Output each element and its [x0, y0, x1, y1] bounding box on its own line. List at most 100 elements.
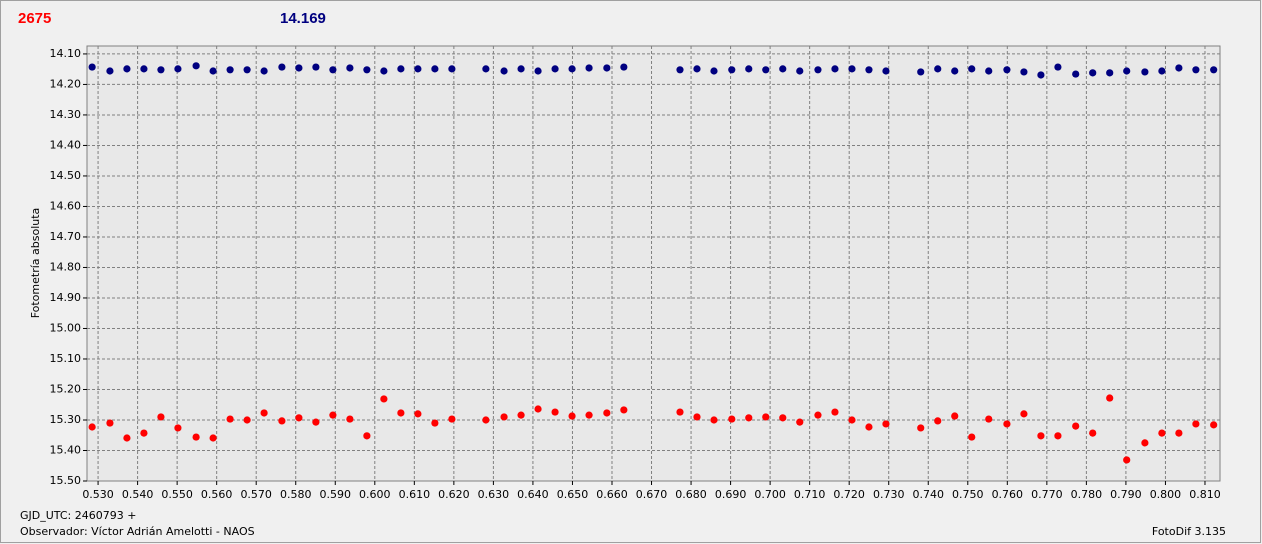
x-tick-label: 0.790 [1110, 488, 1142, 501]
software: FotoDif 3.135 [1152, 525, 1226, 538]
x-axis-label: GJD_UTC: 2460793 + [20, 509, 136, 522]
data-point [968, 433, 976, 441]
y-tick-label: 15.00 [50, 321, 82, 334]
data-point [796, 418, 804, 426]
data-point [934, 65, 942, 73]
y-tick-label: 14.90 [50, 291, 82, 304]
y-tick-label: 14.40 [50, 138, 82, 151]
data-point [243, 416, 251, 424]
data-point [192, 62, 200, 70]
x-tick-label: 0.560 [201, 488, 233, 501]
data-point [226, 66, 234, 74]
data-point [917, 68, 925, 76]
data-point [482, 416, 490, 424]
y-tick-label: 14.20 [50, 77, 82, 90]
data-point [278, 63, 286, 71]
data-point [1037, 71, 1045, 79]
data-point [585, 411, 593, 419]
data-point [174, 424, 182, 432]
data-point [1106, 394, 1114, 402]
data-point [380, 395, 388, 403]
data-point [106, 67, 114, 75]
data-point [1020, 68, 1028, 76]
y-tick-label: 14.10 [50, 47, 82, 60]
data-point [728, 66, 736, 74]
label-left: 2675 [18, 10, 51, 27]
data-point [1054, 63, 1062, 71]
data-point [831, 408, 839, 416]
data-point [414, 65, 422, 73]
x-tick-label: 0.630 [478, 488, 510, 501]
data-point [380, 67, 388, 75]
x-tick-label: 0.660 [596, 488, 628, 501]
data-point [985, 415, 993, 423]
data-point [363, 66, 371, 74]
data-point [848, 416, 856, 424]
data-point [620, 63, 628, 71]
data-point [882, 67, 890, 75]
data-point [534, 405, 542, 413]
x-tick-label: 0.710 [794, 488, 826, 501]
y-tick-label: 14.80 [50, 260, 82, 273]
data-point [693, 65, 701, 73]
data-point [209, 67, 217, 75]
x-tick-label: 0.800 [1150, 488, 1182, 501]
data-point [1192, 420, 1200, 428]
data-point [346, 415, 354, 423]
data-point [329, 66, 337, 74]
x-tick-label: 0.750 [952, 488, 984, 501]
x-tick-label: 0.730 [873, 488, 905, 501]
data-point [448, 415, 456, 423]
data-point [1037, 432, 1045, 440]
data-point [676, 66, 684, 74]
x-tick-label: 0.770 [1031, 488, 1063, 501]
data-point [603, 409, 611, 417]
data-point [295, 414, 303, 422]
data-point [551, 408, 559, 416]
data-point [397, 409, 405, 417]
data-point [934, 417, 942, 425]
data-point [1054, 432, 1062, 440]
data-point [620, 406, 628, 414]
x-tick-label: 0.570 [240, 488, 272, 501]
data-point [848, 65, 856, 73]
data-point [260, 67, 268, 75]
x-tick-label: 0.670 [636, 488, 668, 501]
data-point [551, 65, 559, 73]
data-point [397, 65, 405, 73]
data-point [1003, 420, 1011, 428]
data-point [329, 411, 337, 419]
plot-area [86, 45, 1221, 482]
y-tick-label: 15.30 [50, 413, 82, 426]
data-point [243, 66, 251, 74]
data-point [1141, 68, 1149, 76]
data-point [363, 432, 371, 440]
data-point [1158, 67, 1166, 75]
x-tick-label: 0.640 [517, 488, 549, 501]
y-tick-label: 14.30 [50, 108, 82, 121]
data-point [568, 412, 576, 420]
observer: Observador: Víctor Adrián Amelotti - NAO… [20, 525, 255, 538]
data-point [1089, 429, 1097, 437]
data-point [568, 65, 576, 73]
y-tick-label: 14.70 [50, 230, 82, 243]
data-point [88, 423, 96, 431]
data-point [226, 415, 234, 423]
data-point [1072, 70, 1080, 78]
data-point [676, 408, 684, 416]
data-point [1175, 429, 1183, 437]
data-point [1003, 66, 1011, 74]
y-tick-label: 14.50 [50, 169, 82, 182]
data-point [295, 64, 303, 72]
y-tick-label: 15.20 [50, 382, 82, 395]
data-point [951, 67, 959, 75]
data-point [260, 409, 268, 417]
x-tick-label: 0.720 [833, 488, 865, 501]
data-point [482, 65, 490, 73]
x-tick-label: 0.810 [1189, 488, 1221, 501]
data-point [968, 65, 976, 73]
data-point [882, 420, 890, 428]
x-tick-label: 0.700 [754, 488, 786, 501]
data-point [312, 418, 320, 426]
